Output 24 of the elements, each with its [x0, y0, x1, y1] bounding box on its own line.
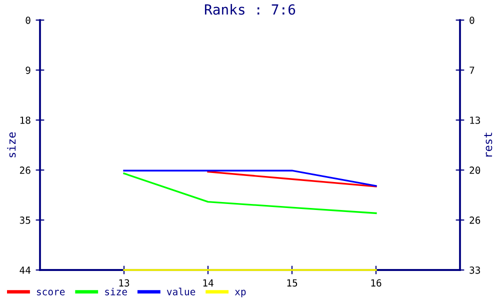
y2-tick-label: 13: [470, 116, 480, 124]
legend-label: xp: [234, 290, 246, 298]
chart-title: Ranks : 7:6: [204, 4, 296, 15]
y2-tick-label: 20: [470, 166, 480, 174]
y-tick-label: 44: [20, 266, 31, 274]
x-tick-label: 14: [203, 279, 214, 286]
y-tick-label: 35: [20, 216, 30, 224]
y-tick-label: 9: [26, 66, 30, 74]
y2-tick-label: 0: [470, 16, 474, 24]
y2-axis-title: rest: [484, 132, 492, 156]
legend-label: value: [166, 288, 196, 296]
x-tick-label: 13: [119, 279, 130, 287]
y-axis-title: size: [7, 132, 16, 158]
y2-tick-label: 33: [470, 266, 480, 274]
legend-label: score: [36, 290, 65, 296]
y2-tick-label: 7: [470, 66, 474, 74]
x-tick-label: 15: [287, 279, 298, 287]
y-tick-label: 18: [20, 116, 30, 124]
y-tick-label: 26: [20, 166, 30, 174]
x-tick-label: 16: [371, 279, 382, 287]
y2-tick-label: 26: [470, 216, 480, 224]
legend-label: size: [105, 288, 127, 296]
line-series: [123, 172, 377, 214]
y-tick-label: 0: [26, 16, 30, 24]
